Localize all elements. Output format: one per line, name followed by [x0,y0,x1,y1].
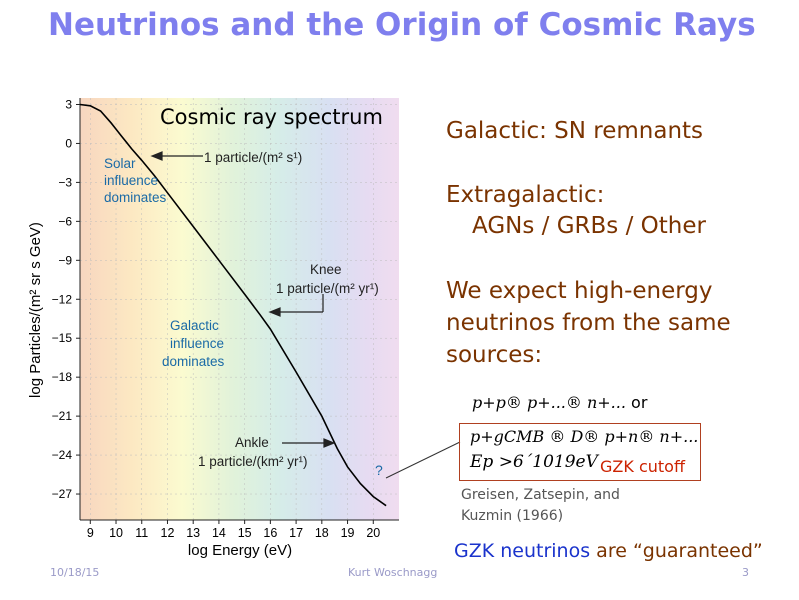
spectrum-curve [79,103,387,507]
annotation-solar-flux: 1 particle/(m² s¹) [204,150,302,165]
annotation-galactic-2: influence [170,336,224,351]
y-tick-label: −3 [58,175,72,189]
conclusion-guaranteed: are “guaranteed” [596,540,763,562]
x-tick-label: 20 [366,526,380,540]
y-tick-label: −21 [52,409,73,423]
footer-page-number: 3 [742,566,749,579]
annotation-ankle: Ankle [235,435,269,450]
y-tick-label: 0 [65,136,72,150]
gzk-cutoff-label: GZK cutoff [600,457,685,476]
y-tick-label: −18 [52,370,73,384]
y-tick-label: −6 [58,214,72,228]
slide-title: Neutrinos and the Origin of Cosmic Rays [48,7,756,43]
y-tick-label: −15 [52,331,73,345]
x-tick-label: 9 [87,526,94,540]
x-axis-label: log Energy (eV) [188,542,292,559]
plot-background [80,98,399,520]
cosmic-ray-chart: 3 0 −3 −6 −9 −12 −15 −18 −21 −24 −27 9 10 11 12 13 14 15… [27,97,399,559]
annotation-question: ? [375,462,383,478]
footer-date: 10/18/15 [50,566,100,579]
annotation-solar-2: influence [104,173,158,188]
annotation-galactic-1: Galactic [170,318,219,333]
x-tick-label: 19 [341,526,355,540]
annotation-arrows [150,151,336,448]
reference-line-2: Kuzmin (1966) [461,508,564,524]
equation-or: or [631,393,648,412]
y-tick-label: −12 [52,292,73,306]
bullet-expect-line-3: sources: [446,342,543,368]
bullet-extragalactic: Extragalactic: [446,182,605,208]
gzk-pointer-line [385,441,461,479]
y-tick-label: −24 [52,448,73,462]
equation-pp: p+p® p+...® n+... or [472,393,647,412]
x-tick-label: 14 [212,526,226,540]
annotation-ankle-flux: 1 particle/(km² yr¹) [198,454,308,469]
equation-threshold: Ep >6´1019eV [470,452,598,472]
annotation-solar-3: dominates [104,190,167,205]
bullet-expect-line-2: neutrinos from the same [446,310,731,336]
equation-pp-text: p+p® p+...® n+... [472,393,626,412]
conclusion: GZK neutrinos are “guaranteed” [454,540,763,562]
x-tick-label: 15 [238,526,252,540]
x-tick-label: 16 [263,526,277,540]
conclusion-gzk-neutrinos: GZK neutrinos [454,540,591,562]
bullet-galactic: Galactic: SN remnants [446,118,704,144]
x-tick-label: 10 [109,526,123,540]
y-axis-label: log Particles/(m² sr s GeV) [27,222,44,398]
y-tick-label: −27 [52,487,73,501]
x-tick-label: 13 [186,526,200,540]
x-tick-label: 17 [289,526,303,540]
x-tick-label: 11 [135,526,148,540]
y-tick-label: 3 [65,97,72,111]
bullet-expect-line-1: We expect high-energy [446,278,713,304]
reference-line-1: Greisen, Zatsepin, and [461,487,620,503]
x-tick-label: 12 [161,526,175,540]
annotation-knee-flux: 1 particle/(m² yr¹) [276,281,379,296]
footer-author: Kurt Woschnagg [348,566,438,579]
x-tick-label: 18 [315,526,329,540]
plot-title: Cosmic ray spectrum [160,105,383,129]
equation-gzk: p+gCMB ® D® p+n® n+... [470,427,699,446]
annotation-galactic-3: dominates [162,354,225,369]
bullet-extragalactic-sources: AGNs / GRBs / Other [472,213,706,239]
annotation-knee: Knee [310,262,342,277]
gzk-box [459,423,701,481]
y-tick-label: −9 [58,253,72,267]
annotation-solar-1: Solar [104,156,136,171]
